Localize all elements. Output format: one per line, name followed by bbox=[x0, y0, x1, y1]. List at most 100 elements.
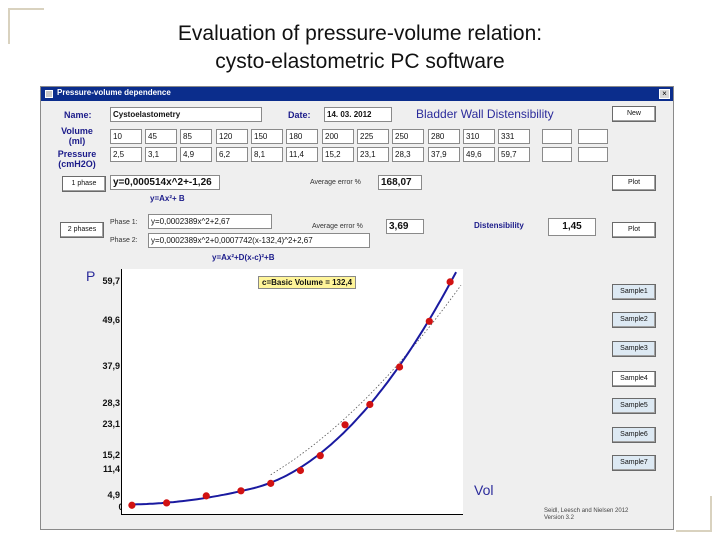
volume-cell[interactable]: 225 bbox=[357, 129, 389, 144]
sample-button-4[interactable]: Sample4 bbox=[612, 371, 656, 387]
two-phase-error-value: 3,69 bbox=[386, 219, 424, 234]
data-point bbox=[316, 452, 324, 460]
name-input[interactable]: Cystoelastometry bbox=[110, 107, 262, 122]
y-tick-label: 11,4 bbox=[102, 464, 120, 475]
close-icon[interactable]: × bbox=[659, 89, 670, 99]
phase2-equation: y=0,0002389x^2+0,0007742(x-132,4)^2+2,67 bbox=[148, 233, 370, 248]
y-tick-label: 4,9 bbox=[107, 489, 120, 500]
phase1-label: Phase 1: bbox=[110, 219, 138, 226]
volume-cell[interactable]: 85 bbox=[180, 129, 212, 144]
pressure-cell[interactable]: 23,1 bbox=[357, 147, 389, 162]
pressure-cell[interactable]: 8,1 bbox=[251, 147, 283, 162]
distensibility-value: 1,45 bbox=[548, 218, 596, 236]
volume-cell[interactable]: 250 bbox=[392, 129, 424, 144]
y-tick-label: 28,3 bbox=[102, 398, 120, 409]
heading: Bladder Wall Distensibility bbox=[416, 107, 554, 121]
x-axis-label: Vol bbox=[474, 482, 494, 498]
y-tick-label: 59,7 bbox=[102, 275, 120, 286]
volume-cell[interactable]: 150 bbox=[251, 129, 283, 144]
y-tick-label: 37,9 bbox=[102, 361, 120, 371]
pressure-cell[interactable]: 37,9 bbox=[428, 147, 460, 162]
phase2-label: Phase 2: bbox=[110, 237, 138, 244]
footer-credit: Seidl, Leesch and Nielsen 2012 bbox=[544, 508, 629, 514]
pressure-label: Pressure (cmH2O) bbox=[50, 149, 104, 169]
data-point bbox=[267, 479, 275, 487]
new-button[interactable]: New bbox=[612, 106, 656, 122]
date-label: Date: bbox=[288, 110, 311, 120]
volume-cell[interactable] bbox=[578, 129, 608, 144]
volume-cell[interactable]: 120 bbox=[216, 129, 248, 144]
slide-title: Evaluation of pressure-volume relation: … bbox=[0, 20, 720, 76]
volume-cell[interactable]: 310 bbox=[463, 129, 495, 144]
data-point bbox=[425, 317, 433, 325]
pressure-cell[interactable]: 2,5 bbox=[110, 147, 142, 162]
y-axis-label: P bbox=[86, 268, 96, 284]
y-tick-label: 49,6 bbox=[102, 315, 120, 326]
sample-button-1[interactable]: Sample1 bbox=[612, 284, 656, 300]
slide-title-line1: Evaluation of pressure-volume relation: bbox=[177, 22, 543, 45]
phase1-equation: y=0,0002389x^2+2,67 bbox=[148, 214, 272, 229]
volume-unit: (ml) bbox=[68, 136, 86, 146]
volume-label-text: Volume bbox=[61, 126, 93, 136]
one-phase-model: y=Ax²+ B bbox=[150, 194, 185, 203]
plot-area bbox=[121, 269, 463, 515]
pressure-cell[interactable]: 15,2 bbox=[322, 147, 354, 162]
footer-version: Version 3.2 bbox=[544, 515, 575, 521]
pressure-unit: (cmH2O) bbox=[58, 159, 96, 169]
pressure-cell[interactable]: 4,9 bbox=[180, 147, 212, 162]
volume-cell[interactable]: 10 bbox=[110, 129, 142, 144]
volume-cell[interactable]: 45 bbox=[145, 129, 177, 144]
two-phase-model: y=Ax²+D(x-c)²+B bbox=[212, 253, 275, 262]
pressure-cell[interactable]: 49,6 bbox=[463, 147, 495, 162]
pressure-cell[interactable] bbox=[542, 147, 572, 162]
y-tick-label: 15,2 bbox=[102, 449, 120, 460]
data-point bbox=[366, 400, 374, 409]
data-point bbox=[202, 492, 210, 500]
data-point bbox=[296, 466, 305, 475]
plot-two-phase-button[interactable]: Plot bbox=[612, 222, 656, 238]
pressure-cell[interactable]: 28,3 bbox=[392, 147, 424, 162]
two-phases-button[interactable]: 2 phases bbox=[60, 222, 104, 238]
corner-decoration bbox=[676, 496, 712, 532]
distensibility-label: Distensibility bbox=[474, 221, 524, 230]
pressure-cell[interactable]: 59,7 bbox=[498, 147, 530, 162]
basic-volume-annotation: c=Basic Volume = 132,4 bbox=[258, 276, 357, 289]
data-point bbox=[341, 421, 349, 429]
window-icon bbox=[45, 90, 53, 98]
volume-cell[interactable]: 331 bbox=[498, 129, 530, 144]
pressure-volume-chart bbox=[128, 271, 462, 509]
one-phase-error-value: 168,07 bbox=[378, 175, 422, 190]
pressure-cell[interactable]: 11,4 bbox=[286, 147, 318, 162]
sample-button-6[interactable]: Sample6 bbox=[612, 427, 656, 443]
volume-cell[interactable]: 280 bbox=[428, 129, 460, 144]
volume-cell[interactable]: 180 bbox=[286, 129, 318, 144]
volume-cell[interactable]: 200 bbox=[322, 129, 354, 144]
volume-label: Volume (ml) bbox=[54, 126, 100, 146]
two-phase-fit-line bbox=[131, 271, 457, 506]
window-title: Pressure-volume dependence bbox=[57, 88, 171, 97]
two-phase-error-label: Average error % bbox=[312, 223, 363, 230]
slide-title-line2: cysto-elastometric PC software bbox=[215, 50, 505, 73]
one-phase-button[interactable]: 1 phase bbox=[62, 176, 106, 192]
sample-button-2[interactable]: Sample2 bbox=[612, 312, 656, 328]
data-point bbox=[446, 278, 454, 286]
data-point bbox=[237, 487, 245, 495]
x-tick-label: 0 bbox=[106, 502, 136, 512]
window-titlebar[interactable]: Pressure-volume dependence × bbox=[41, 87, 673, 101]
pressure-label-text: Pressure bbox=[57, 149, 97, 159]
sample-button-7[interactable]: Sample7 bbox=[612, 455, 656, 471]
sample-button-5[interactable]: Sample5 bbox=[612, 398, 656, 414]
date-input[interactable]: 14. 03. 2012 bbox=[324, 107, 392, 122]
one-phase-error-label: Average error % bbox=[310, 179, 361, 186]
name-label: Name: bbox=[64, 110, 92, 120]
plot-one-phase-button[interactable]: Plot bbox=[612, 175, 656, 191]
pressure-cell[interactable]: 3,1 bbox=[145, 147, 177, 162]
sample-button-3[interactable]: Sample3 bbox=[612, 341, 656, 357]
data-point bbox=[163, 499, 171, 507]
one-phase-equation: y=0,000514x^2+-1,26 bbox=[110, 175, 220, 190]
pressure-cell[interactable]: 6,2 bbox=[216, 147, 248, 162]
y-tick-label: 23,1 bbox=[102, 418, 120, 429]
data-point bbox=[128, 501, 136, 509]
volume-cell[interactable] bbox=[542, 129, 572, 144]
pressure-cell[interactable] bbox=[578, 147, 608, 162]
